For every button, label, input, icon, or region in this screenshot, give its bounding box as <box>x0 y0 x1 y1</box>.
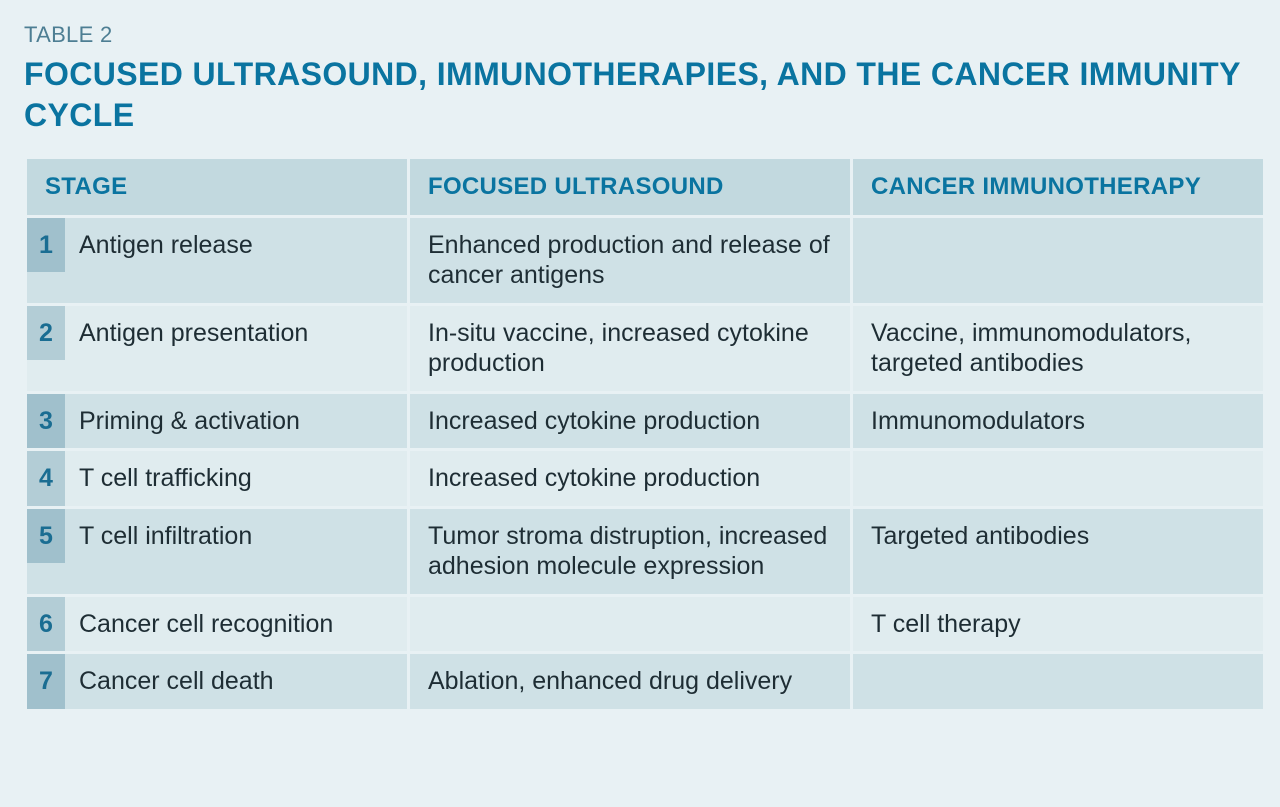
focused-ultrasound-cell: Increased cytokine production <box>410 451 850 506</box>
stage-number: 3 <box>27 394 65 449</box>
stage-number: 7 <box>27 654 65 709</box>
table-label: TABLE 2 <box>24 22 1256 48</box>
table-row: 7 Cancer cell death Ablation, enhanced d… <box>27 654 1263 709</box>
cancer-immunotherapy-cell: Vaccine, immunomodulators, targeted anti… <box>853 306 1263 391</box>
cancer-immunotherapy-cell: Immunomodulators <box>853 394 1263 449</box>
stage-cell: 1 Antigen release <box>27 218 407 303</box>
col-header-focused-ultrasound: FOCUSED ULTRASOUND <box>410 159 850 215</box>
table-row: 2 Antigen presentation In-situ vaccine, … <box>27 306 1263 391</box>
focused-ultrasound-cell: Tumor stroma distruption, increased adhe… <box>410 509 850 594</box>
stage-number: 1 <box>27 218 65 273</box>
table-row: 6 Cancer cell recognition T cell therapy <box>27 597 1263 652</box>
stage-cell: 7 Cancer cell death <box>27 654 407 709</box>
table-row: 3 Priming & activation Increased cytokin… <box>27 394 1263 449</box>
stage-name: Antigen release <box>65 218 407 273</box>
stage-name: Cancer cell death <box>65 654 407 709</box>
data-table: STAGE FOCUSED ULTRASOUND CANCER IMMUNOTH… <box>24 156 1266 712</box>
cancer-immunotherapy-cell: Targeted antibodies <box>853 509 1263 594</box>
stage-cell: 3 Priming & activation <box>27 394 407 449</box>
focused-ultrasound-cell <box>410 597 850 652</box>
focused-ultrasound-cell: Enhanced production and release of cance… <box>410 218 850 303</box>
table-body: 1 Antigen release Enhanced production an… <box>27 218 1263 709</box>
table-row: 1 Antigen release Enhanced production an… <box>27 218 1263 303</box>
stage-number: 4 <box>27 451 65 506</box>
stage-name: Cancer cell recognition <box>65 597 407 652</box>
stage-cell: 5 T cell infiltration <box>27 509 407 594</box>
cancer-immunotherapy-cell: T cell therapy <box>853 597 1263 652</box>
focused-ultrasound-cell: Increased cytokine production <box>410 394 850 449</box>
col-header-cancer-immunotherapy: CANCER IMMUNOTHERAPY <box>853 159 1263 215</box>
stage-cell: 6 Cancer cell recognition <box>27 597 407 652</box>
table-row: 4 T cell trafficking Increased cytokine … <box>27 451 1263 506</box>
stage-name: T cell trafficking <box>65 451 407 506</box>
stage-number: 2 <box>27 306 65 361</box>
stage-name: T cell infiltration <box>65 509 407 564</box>
cancer-immunotherapy-cell <box>853 451 1263 506</box>
table-header-row: STAGE FOCUSED ULTRASOUND CANCER IMMUNOTH… <box>27 159 1263 215</box>
cancer-immunotherapy-cell <box>853 654 1263 709</box>
stage-number: 5 <box>27 509 65 564</box>
stage-number: 6 <box>27 597 65 652</box>
cancer-immunotherapy-cell <box>853 218 1263 303</box>
stage-name: Priming & activation <box>65 394 407 449</box>
table-row: 5 T cell infiltration Tumor stroma distr… <box>27 509 1263 594</box>
table-title: FOCUSED ULTRASOUND, IMMUNOTHERAPIES, AND… <box>24 54 1256 136</box>
stage-cell: 2 Antigen presentation <box>27 306 407 391</box>
focused-ultrasound-cell: Ablation, enhanced drug delivery <box>410 654 850 709</box>
col-header-stage: STAGE <box>27 159 407 215</box>
stage-name: Antigen presentation <box>65 306 407 361</box>
stage-cell: 4 T cell trafficking <box>27 451 407 506</box>
focused-ultrasound-cell: In-situ vaccine, increased cytokine prod… <box>410 306 850 391</box>
